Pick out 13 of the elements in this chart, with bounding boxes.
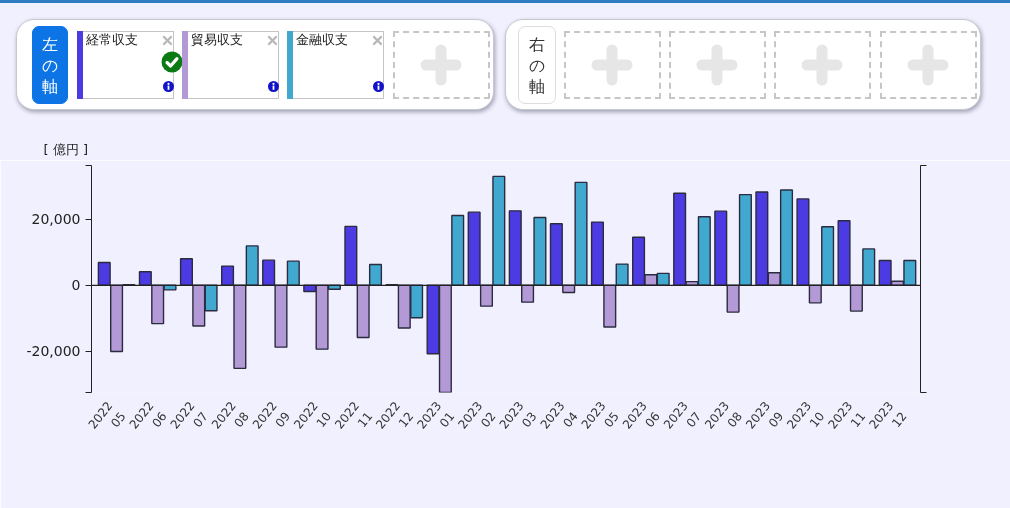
bar	[615, 263, 629, 286]
bar	[245, 245, 259, 286]
legend-label: 貿易収支	[191, 32, 243, 48]
bar	[714, 210, 728, 286]
y-axis-title: [ 億円 ]	[43, 142, 88, 158]
text: 左の軸	[42, 33, 58, 97]
y-tick-label: 20,000	[31, 211, 81, 228]
text: 右の軸	[529, 33, 545, 97]
legend-label: 金融収支	[296, 32, 348, 48]
y-tick-label: 0	[71, 277, 81, 294]
y-tick-label: -20,000	[26, 343, 81, 360]
bar	[344, 225, 358, 286]
legend-label: 経常収支	[86, 32, 138, 48]
